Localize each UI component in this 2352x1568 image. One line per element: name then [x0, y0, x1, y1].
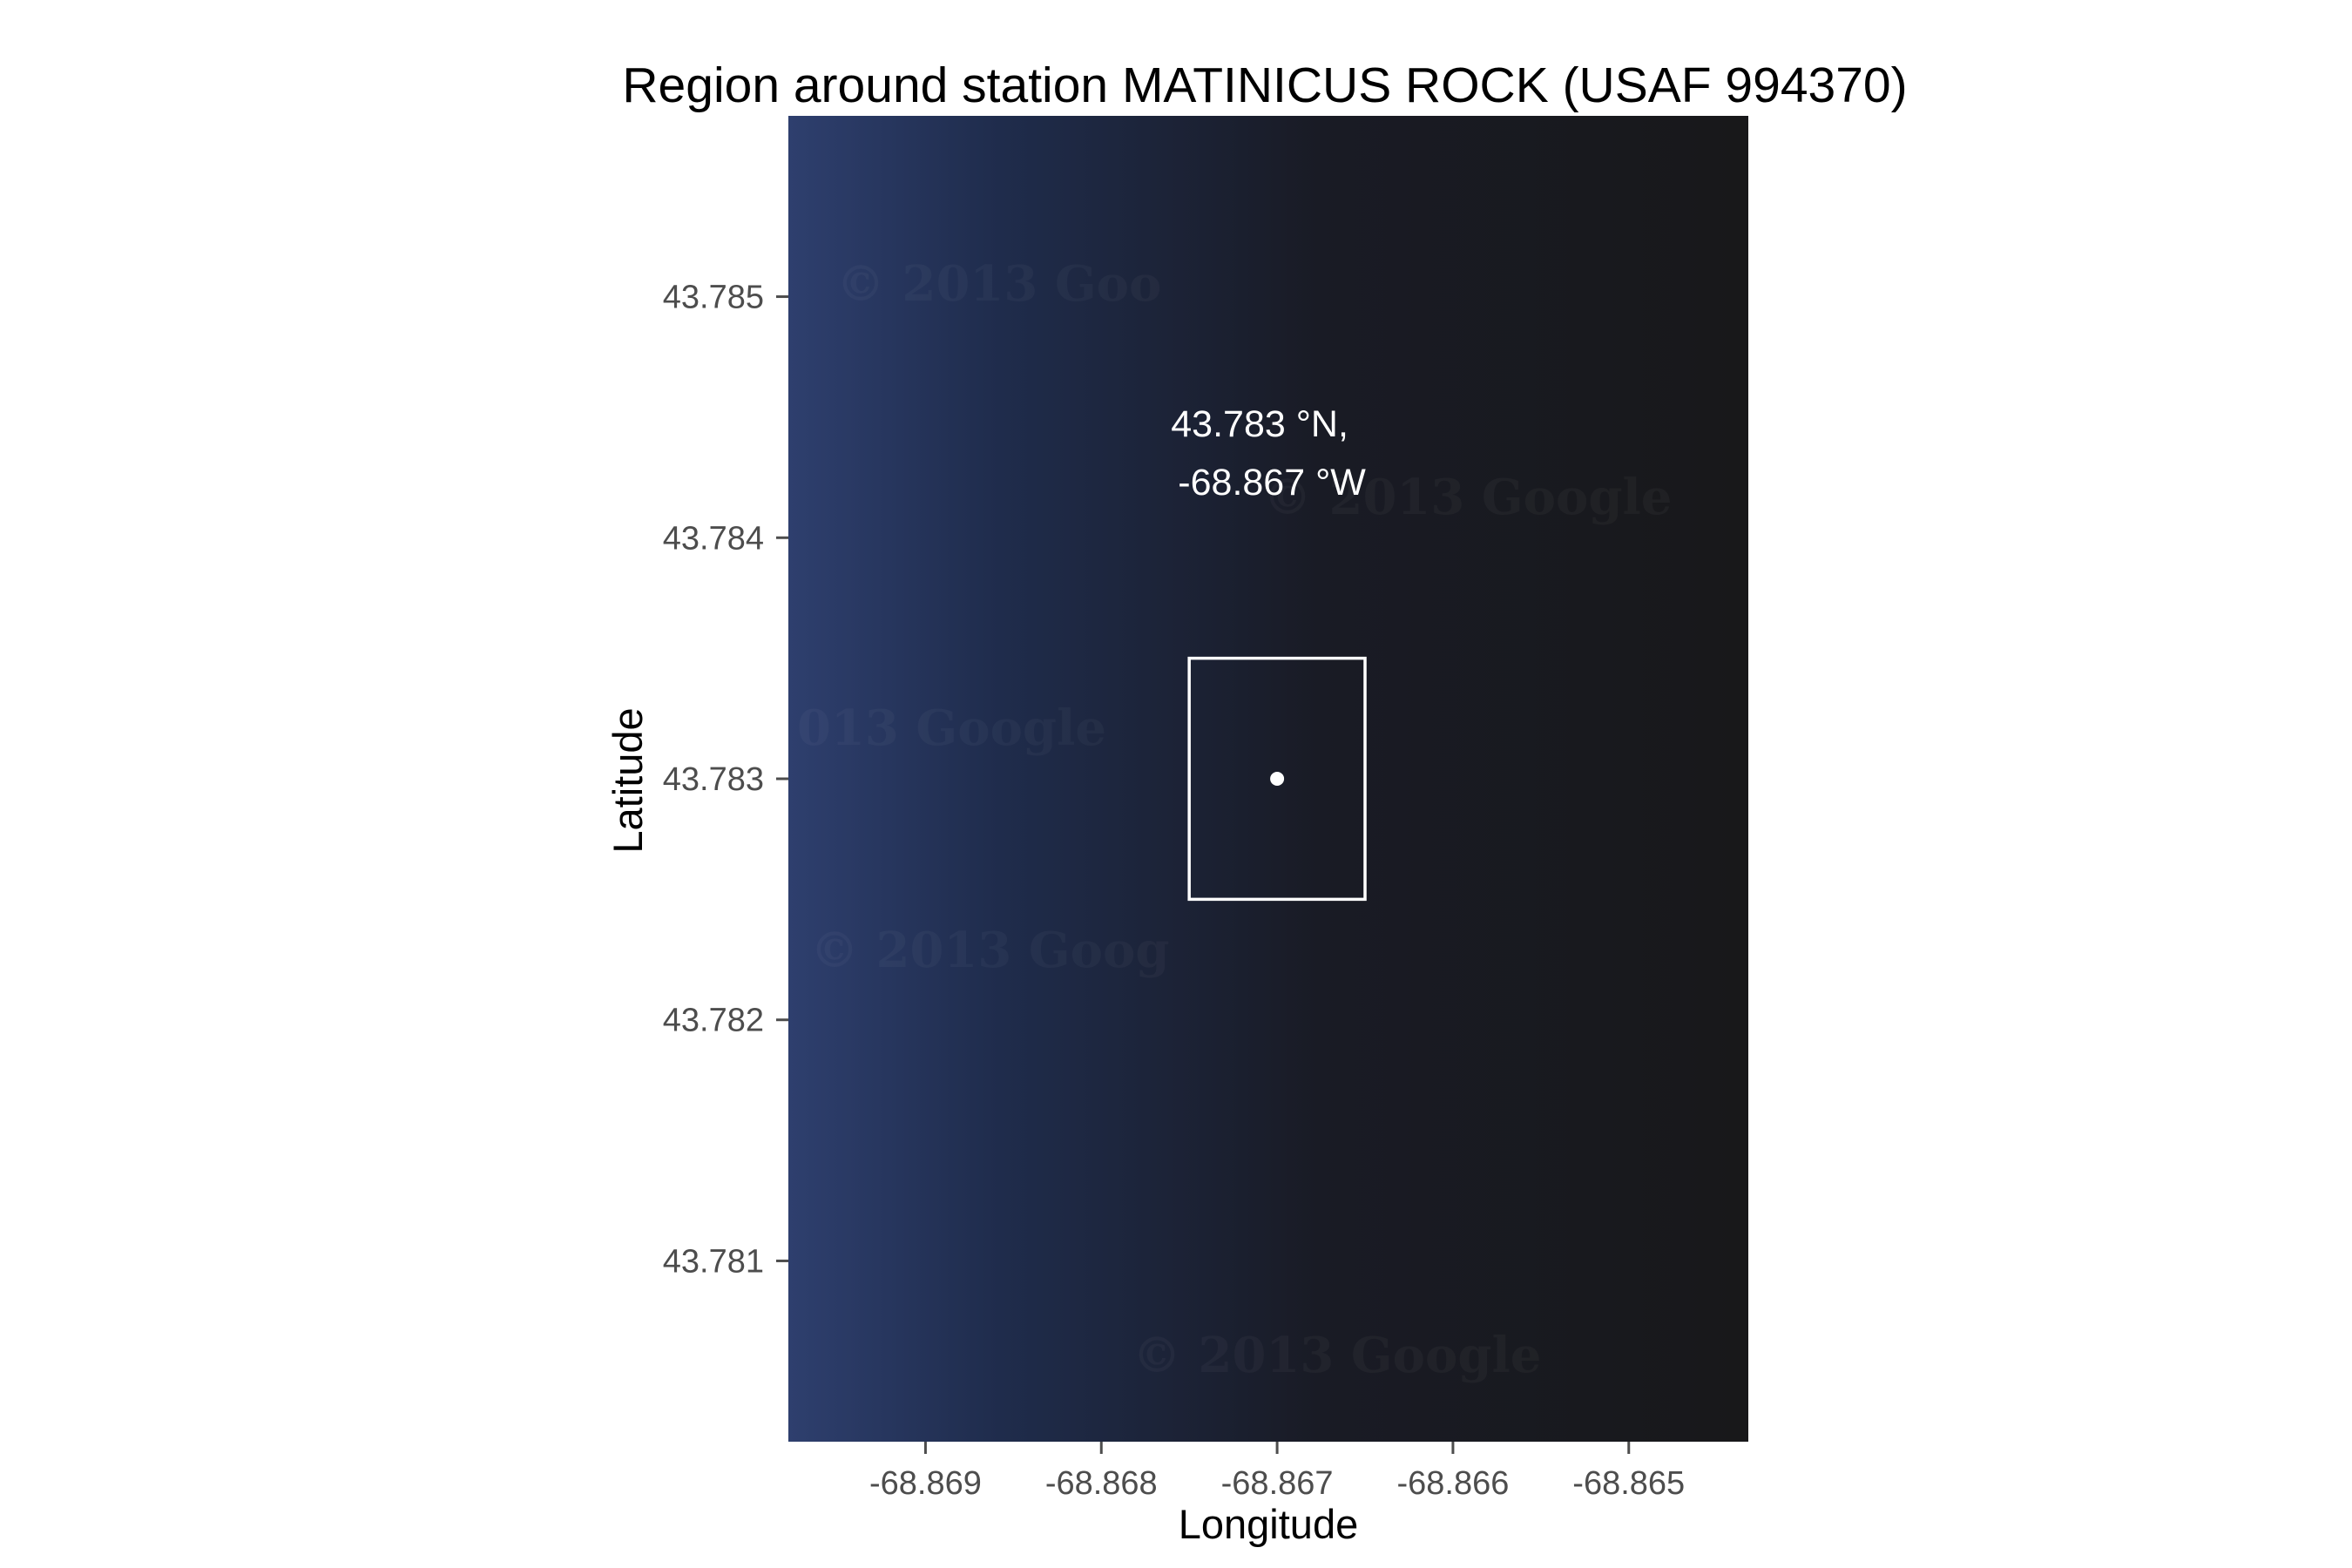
chart-title: Region around station MATINICUS ROCK (US… — [622, 57, 1907, 113]
map-watermark: © 2013 Goo — [836, 255, 1161, 313]
x-tick-label: -68.867 — [1221, 1465, 1334, 1502]
x-tick-label: -68.868 — [1045, 1465, 1158, 1502]
map-watermark: 013 Google — [797, 700, 1106, 757]
y-axis-title: Latitude — [605, 707, 651, 853]
y-tick-label: 43.783 — [663, 761, 764, 798]
map-panel: © 2013 Goo © 2013 Google 013 Google © 20… — [788, 116, 1748, 1442]
station-bounding-box — [1187, 656, 1367, 902]
y-axis: 43.781 43.782 43.783 43.784 43.785 — [663, 280, 788, 1280]
x-axis-title: Longitude — [1179, 1501, 1358, 1547]
y-tick-label: 43.784 — [663, 520, 764, 557]
satellite-tile — [788, 116, 1748, 1442]
map-watermark: © 2013 Google — [1132, 1327, 1541, 1384]
y-tick-label: 43.785 — [663, 280, 764, 316]
x-axis: -68.869 -68.868 -68.867 -68.866 -68.865 — [869, 1442, 1685, 1502]
station-marker — [1270, 772, 1285, 786]
y-tick-label: 43.781 — [663, 1243, 764, 1280]
x-tick-label: -68.866 — [1396, 1465, 1509, 1502]
y-tick-label: 43.782 — [663, 1003, 764, 1039]
x-tick-label: -68.865 — [1572, 1465, 1685, 1502]
map-watermark: © 2013 Goog — [810, 922, 1170, 979]
x-tick-label: -68.869 — [869, 1465, 982, 1502]
coordinate-label-longitude: -68.867 °W — [1178, 462, 1366, 504]
coordinate-label-latitude: 43.783 °N, — [1171, 403, 1348, 445]
